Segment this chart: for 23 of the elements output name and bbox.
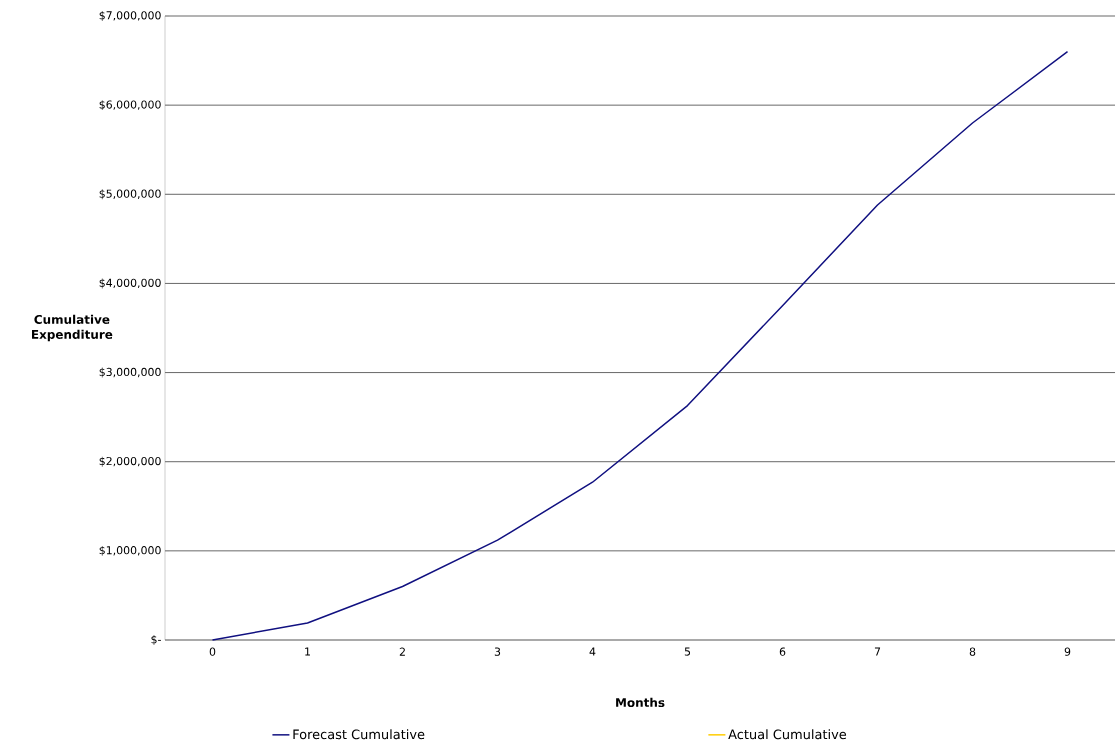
y-tick-label: $1,000,000 — [99, 545, 161, 556]
legend-label: Forecast Cumulative — [293, 729, 425, 740]
x-tick-label: 5 — [684, 647, 691, 656]
x-tick-label: 3 — [494, 647, 501, 656]
y-tick-label: $3,000,000 — [99, 367, 161, 378]
y-tick-label: $2,000,000 — [99, 456, 161, 467]
x-tick-label: 8 — [969, 647, 976, 656]
y-tick-label: $- — [151, 635, 161, 645]
x-tick-label: 4 — [589, 647, 596, 656]
x-tick-label: 1 — [305, 647, 310, 656]
y-axis-title: Cumulative Expenditure — [32, 314, 113, 342]
y-tick-label: $5,000,000 — [99, 189, 161, 200]
y-tick-label: $4,000,000 — [99, 278, 161, 289]
y-tick-label: $6,000,000 — [99, 100, 161, 111]
legend-label: Actual Cumulative — [728, 729, 847, 740]
x-axis-title: Months — [616, 697, 665, 708]
y-tick-label: $7,000,000 — [99, 11, 161, 21]
x-tick-label: 0 — [209, 647, 216, 656]
line-series — [211, 50, 1069, 641]
x-tick-label: 9 — [1064, 647, 1071, 656]
x-tick-label: 7 — [874, 647, 881, 656]
x-tick-label: 2 — [399, 647, 405, 656]
x-tick-label: 6 — [779, 647, 786, 656]
